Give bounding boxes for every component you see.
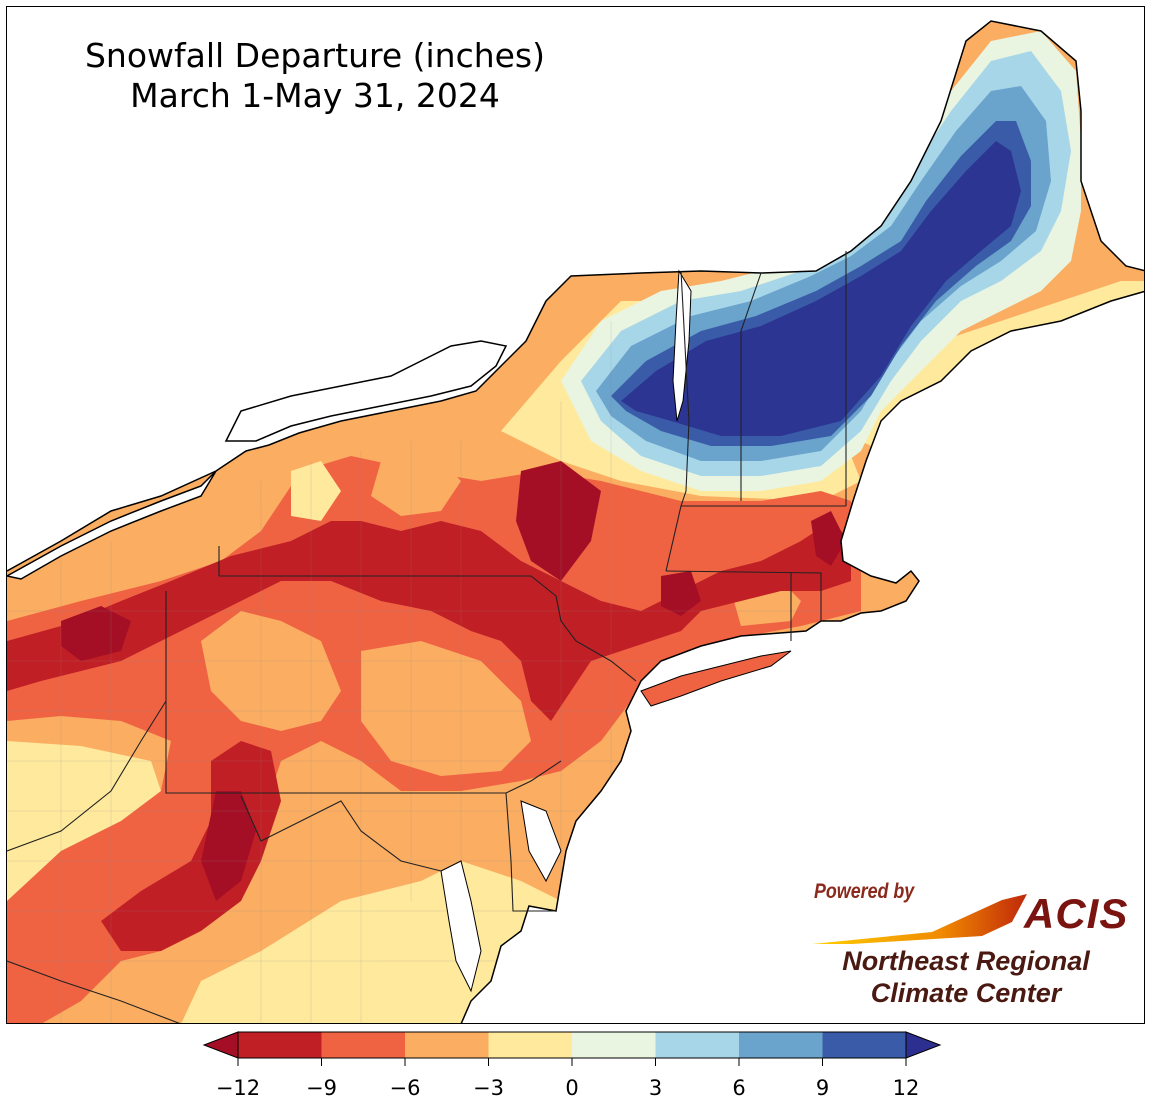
colorbar-tick-label: 0 [565, 1076, 579, 1100]
lake-champlain [672, 269, 692, 422]
long-island [640, 650, 792, 707]
colorbar-bin [572, 1032, 656, 1058]
colorbar-tick-label: −3 [473, 1076, 504, 1100]
powered-by-text: Powered by [814, 880, 915, 903]
colorbar-tick-label: 6 [732, 1076, 746, 1100]
chesapeake-bay [440, 860, 482, 993]
map-title: Snowfall Departure (inches) [84, 36, 546, 75]
colorbar-extend-high [905, 1031, 942, 1059]
colorbar-bin [739, 1032, 823, 1058]
acis-wordmark: ACIS [1024, 890, 1129, 937]
lake-ontario [224, 340, 508, 442]
colorbar-tick-label: 9 [815, 1076, 830, 1100]
colorbar-tick-label: 12 [892, 1076, 920, 1100]
colorbar-bin [321, 1032, 405, 1058]
acis-swoosh-icon [812, 894, 1027, 944]
colorbar-tick-label: 3 [648, 1076, 663, 1100]
org-name-line2: Climate Center [870, 978, 1062, 1008]
colorbar-bin [405, 1032, 489, 1058]
colorbar-tick-label: −6 [389, 1076, 421, 1100]
org-name-line1: Northeast Regional [842, 946, 1090, 976]
map-subtitle: March 1-May 31, 2024 [130, 76, 500, 115]
acis-logo: Powered by ACIS Northeast Regional Clima… [806, 880, 1129, 1010]
snowfall-departure-map [7, 20, 1144, 1023]
delaware-bay [520, 800, 562, 883]
colorbar-legend [202, 1031, 942, 1066]
lake-erie [7, 470, 217, 580]
map-panel [6, 6, 1145, 1024]
colorbar-bin [238, 1032, 322, 1058]
colorbar-tick-label: −9 [306, 1076, 337, 1100]
colorbar-bin [822, 1032, 906, 1058]
state-borders [7, 251, 847, 1023]
coastline [7, 20, 1144, 1023]
colorbar-bin [655, 1032, 739, 1058]
colorbar-extend-low [202, 1031, 239, 1059]
colorbar-tick-label: −12 [215, 1076, 261, 1100]
departure-field [7, 21, 1144, 1023]
colorbar-bin [488, 1032, 572, 1058]
